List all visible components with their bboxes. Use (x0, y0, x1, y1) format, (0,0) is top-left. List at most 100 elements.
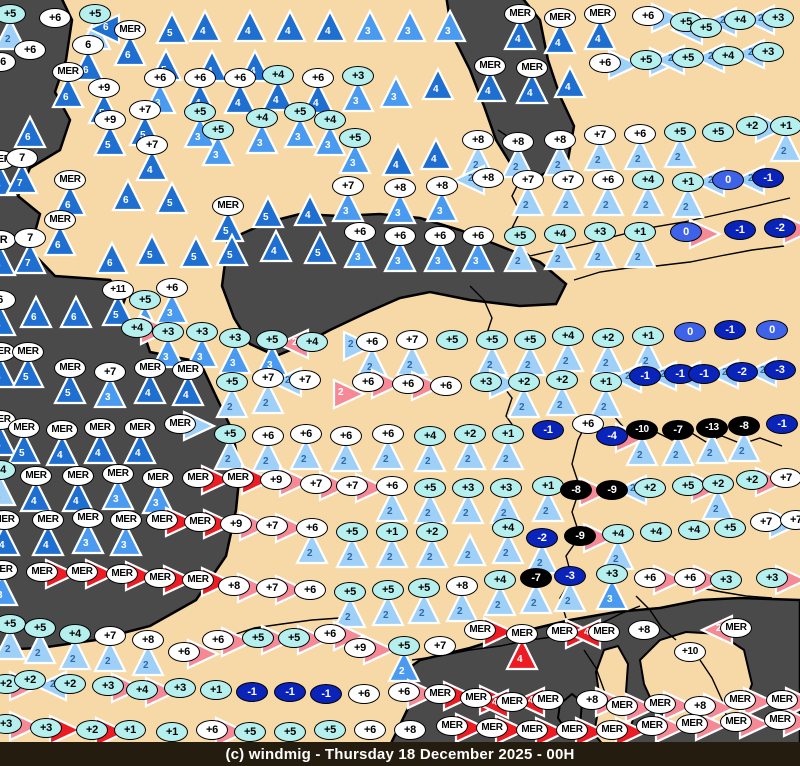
temperature-bulb: +6 (352, 372, 384, 392)
temperature-bulb: +6 (632, 6, 664, 26)
temperature-bulb: MER (72, 508, 104, 528)
temperature-bulb: +6 (14, 40, 46, 60)
temperature-bulb: +5 (242, 628, 274, 648)
temperature-bulb: +5 (504, 226, 536, 246)
temperature-bulb: +3 (92, 676, 124, 696)
temperature-bulb: +1 (114, 720, 146, 740)
temperature-bulb: +6 (384, 226, 416, 246)
wind-arrow-icon: 5 (135, 232, 169, 267)
wind-arrow-icon: 4 (419, 136, 453, 171)
temperature-bulb: +6 (184, 68, 216, 88)
temperature-bulb: MER (142, 468, 174, 488)
temperature-bulb: MER (644, 694, 676, 714)
temperature-bulb: +6 (354, 720, 386, 740)
temperature-bulb: +5 (630, 50, 662, 70)
temperature-bulb: +8 (544, 130, 576, 150)
temperature-bulb: 0 (674, 322, 706, 342)
temperature-bulb: -9 (564, 526, 596, 546)
temperature-bulb: +6 (252, 426, 284, 446)
temperature-bulb: +2 (546, 370, 578, 390)
wind-arrow-icon: 4 (553, 64, 587, 99)
temperature-bulb: MER (62, 466, 94, 486)
temperature-bulb: +7 (256, 578, 288, 598)
temperature-bulb: +1 (770, 116, 800, 136)
temperature-bulb: +3 (470, 372, 502, 392)
temperature-bulb: MER (532, 690, 564, 710)
temperature-bulb: +5 (79, 4, 111, 24)
temperature-bulb: +5 (714, 518, 746, 538)
temperature-bulb: +4 (544, 224, 576, 244)
temperature-bulb: MER (764, 710, 796, 730)
temperature-bulb: MER (476, 718, 508, 738)
temperature-bulb: +6 (330, 426, 362, 446)
temperature-bulb: -2 (526, 528, 558, 548)
temperature-bulb: +5 (0, 4, 26, 24)
temperature-bulb: +2 (454, 424, 486, 444)
temperature-bulb: +4 (59, 624, 91, 644)
temperature-bulb: +4 (678, 520, 710, 540)
temperature-bulb: MER (556, 720, 588, 740)
temperature-bulb: MER (546, 622, 578, 642)
temperature-bulb: MER (506, 624, 538, 644)
temperature-bulb: +8 (384, 178, 416, 198)
temperature-bulb: MER (46, 420, 78, 440)
wind-arrow-icon: 3 (353, 8, 387, 43)
temperature-bulb: MER (464, 620, 496, 640)
temperature-bulb: +5 (334, 582, 366, 602)
temperature-bulb: MER (606, 696, 638, 716)
temperature-bulb: +5 (672, 476, 704, 496)
temperature-bulb: +2 (416, 522, 448, 542)
temperature-bulb: +4 (246, 108, 278, 128)
temperature-bulb: +5 (388, 636, 420, 656)
temperature-bulb: -1 (310, 684, 342, 704)
temperature-bulb: MER (516, 58, 548, 78)
temperature-bulb: MER (102, 464, 134, 484)
temperature-bulb: MER (544, 8, 576, 28)
temperature-bulb: +4 (121, 318, 153, 338)
temperature-bulb: +3 (710, 570, 742, 590)
temperature-bulb: +1 (376, 522, 408, 542)
temperature-bulb: +6 (224, 68, 256, 88)
temperature-bulb: +5 (314, 720, 346, 740)
temperature-bulb: +6 (356, 332, 388, 352)
temperature-bulb: +4 (632, 170, 664, 190)
temperature-bulb: +4 (414, 426, 446, 446)
temperature-bulb: -1 (236, 682, 268, 702)
temperature-bulb: +1 (156, 722, 188, 742)
temperature-bulb: +8 (684, 696, 716, 716)
temperature-bulb: +4 (724, 10, 756, 30)
temperature-bulb: MER (424, 684, 456, 704)
temperature-bulb: +4 (262, 65, 294, 85)
temperature-bulb: +7 (552, 170, 584, 190)
temperature-bulb: MER (134, 358, 166, 378)
temperature-bulb: +2 (508, 372, 540, 392)
credit-text: (c) windmig - Thursday 18 December 2025 … (225, 745, 575, 763)
temperature-bulb: +1 (200, 680, 232, 700)
temperature-bulb: +2 (736, 116, 768, 136)
temperature-bulb: -1 (688, 364, 720, 384)
temperature-bulb: +2 (54, 674, 86, 694)
wind-arrow-icon: 4 (293, 192, 327, 227)
temperature-bulb: MER (504, 4, 536, 24)
temperature-bulb: -1 (724, 220, 756, 240)
temperature-bulb: MER (110, 510, 142, 530)
temperature-bulb: MER (26, 562, 58, 582)
temperature-bulb: +1 (590, 372, 622, 392)
temperature-bulb: MER (12, 342, 44, 362)
temperature-bulb: +3 (752, 42, 784, 62)
temperature-bulb: +3 (452, 478, 484, 498)
temperature-bulb: +11 (102, 280, 134, 300)
temperature-bulb: +3 (342, 66, 374, 86)
temperature-bulb: +6 (290, 424, 322, 444)
temperature-bulb: -3 (554, 566, 586, 586)
temperature-bulb: +4 (552, 326, 584, 346)
temperature-bulb: MER (184, 512, 216, 532)
temperature-bulb: +4 (492, 518, 524, 538)
temperature-bulb: +4 (296, 332, 328, 352)
temperature-bulb: +6 (376, 476, 408, 496)
temperature-bulb: MER (636, 716, 668, 736)
temperature-bulb: MER (474, 56, 506, 76)
temperature-bulb: +7 (584, 125, 616, 145)
temperature-bulb: +8 (132, 630, 164, 650)
